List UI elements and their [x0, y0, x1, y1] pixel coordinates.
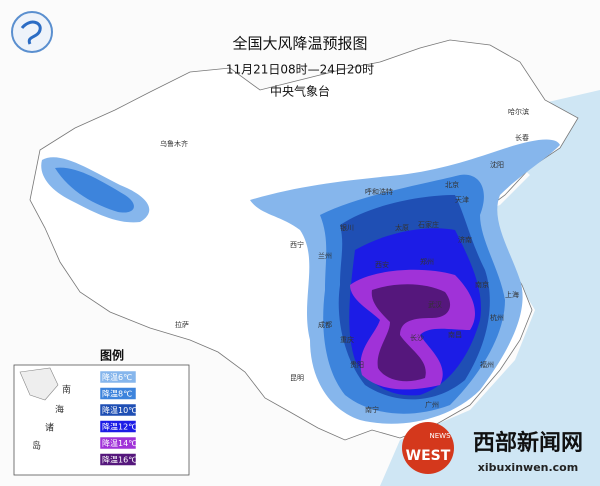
watermark-logo-text: WEST: [406, 448, 451, 464]
city-label: 广州: [425, 400, 439, 409]
issuer: 中央气象台: [270, 84, 330, 99]
legend-title: 图例: [100, 348, 124, 363]
legend-label: 降温12℃: [102, 422, 137, 432]
city-label: 哈尔滨: [508, 107, 529, 116]
legend-swatch: [99, 370, 137, 384]
city-label: 上海: [505, 290, 519, 299]
legend-swatch: [99, 453, 137, 466]
city-label: 兰州: [318, 251, 332, 260]
period: 11月21日08时—24日20时: [226, 63, 374, 77]
inset-coast: [19, 367, 59, 401]
legend-swatch: [99, 387, 137, 400]
city-label: 重庆: [340, 335, 354, 344]
legend-label: 降温16℃: [102, 455, 137, 465]
cooling-area-16: [371, 284, 451, 382]
legend-label: 降温14℃: [102, 438, 137, 448]
city-label: 长沙: [410, 333, 424, 342]
legend-label: 降温8℃: [102, 389, 132, 399]
logo-symbol: [20, 20, 42, 45]
cooling-area-west-inner: [55, 167, 134, 213]
map-title: 全国大风降温预报图: [232, 35, 367, 53]
city-label: 贵阳: [350, 360, 364, 369]
city-label: 银川: [340, 223, 354, 232]
city-label: 杭州: [490, 313, 504, 322]
city-label: 昆明: [290, 374, 304, 382]
city-label: 天津: [455, 196, 469, 204]
city-label: 南京: [475, 280, 489, 289]
city-label: 成都: [318, 320, 332, 329]
watermark-url: xibuxinwen.com: [478, 461, 578, 474]
city-label: 福州: [480, 360, 494, 369]
city-label: 太原: [395, 223, 409, 232]
logo-ring: [11, 11, 53, 53]
city-label: 长春: [515, 133, 529, 142]
legend: 图例 南 海 诸 岛 降温6℃ 降温8℃ 降温10℃ 降温12℃ 降温14℃ 降温16℃: [13, 348, 190, 476]
legend-swatch: [99, 420, 137, 433]
legend-label: 降温10℃: [102, 405, 137, 415]
inset-label: 海: [55, 404, 64, 416]
inset-label: 岛: [32, 440, 41, 452]
inset-label: 诸: [45, 423, 54, 434]
city-label: 北京: [445, 180, 459, 189]
inset-label: 南: [62, 384, 71, 396]
sea: [380, 90, 600, 486]
legend-swatch: [99, 436, 137, 450]
city-label: 沈阳: [490, 160, 504, 169]
city-label: 郑州: [420, 258, 434, 266]
city-label: 西宁: [290, 240, 304, 249]
city-label: 呼和浩特: [365, 187, 393, 196]
city-label: 武汉: [428, 300, 442, 309]
city-label: 南宁: [365, 405, 379, 414]
city-label: 济南: [458, 235, 472, 244]
watermark: WEST NEWS 西部新闻网 xibuxinwen.com: [402, 422, 583, 474]
legend-swatch: [99, 403, 137, 417]
watermark-logo: [402, 422, 454, 474]
legend-label: 降温6℃: [102, 372, 132, 382]
watermark-name: 西部新闻网: [473, 430, 583, 456]
watermark-logo-small: NEWS: [429, 432, 451, 440]
city-label: 乌鲁木齐: [160, 139, 188, 148]
city-label: 南昌: [448, 330, 462, 339]
logo: [11, 11, 53, 53]
city-label: 石家庄: [418, 220, 439, 229]
city-label: 西安: [375, 260, 389, 269]
city-label: 拉萨: [175, 320, 189, 329]
